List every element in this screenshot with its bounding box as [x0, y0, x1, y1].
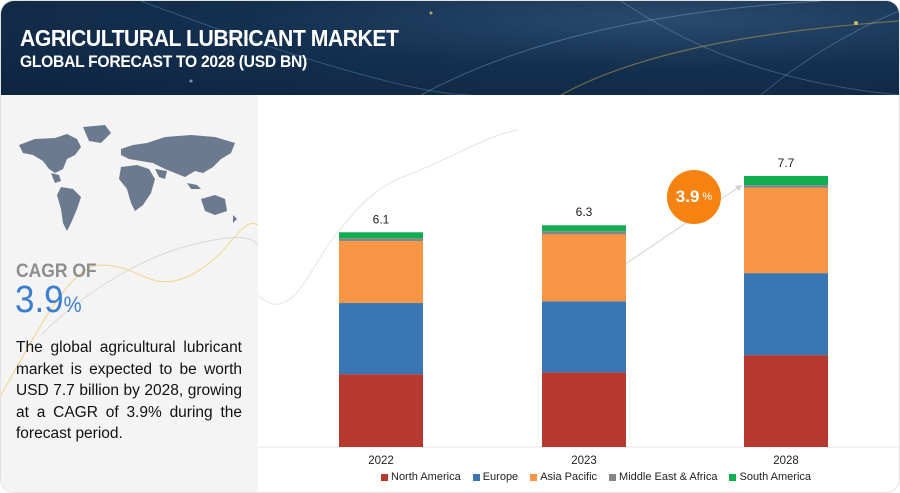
bar-segment-middle-east-and-africa-2023 — [542, 231, 626, 235]
legend-item-north-america: North America — [381, 471, 461, 483]
legend-swatch — [609, 473, 617, 481]
legend-item-south-america: South America — [729, 471, 811, 483]
decorative-curves — [1, 222, 258, 396]
legend-swatch — [381, 473, 388, 481]
bar-segment-europe-2022 — [339, 303, 423, 375]
summary-panel: CAGR OF 3.9% The global agricultural lub… — [1, 95, 258, 492]
decorative-curve — [258, 129, 519, 305]
legend-label: Middle East & Africa — [619, 471, 718, 483]
badge-value: 3.9 — [675, 187, 700, 206]
legend-label: North America — [391, 471, 461, 483]
growth-arrow-head — [735, 185, 742, 191]
legend-label: South America — [739, 471, 812, 483]
legend-label: Europe — [482, 471, 519, 483]
growth-arrow-line — [620, 184, 743, 268]
bar-segment-middle-east-and-africa-2028 — [744, 185, 828, 188]
bar-segment-north-america-2028 — [744, 355, 828, 447]
cagr-number: 3.9 — [15, 279, 64, 321]
legend-swatch — [530, 473, 538, 481]
bar-segment-asia-pacific-2028 — [744, 187, 828, 274]
market-description: The global agricultural lubricant market… — [16, 339, 242, 442]
legend-item-europe: Europe — [472, 471, 519, 483]
bar-segment-middle-east-and-africa-2022 — [339, 238, 423, 242]
chart-legend: North America Europe Asia Pacific Middle Ea… — [381, 471, 811, 483]
stacked-bar-chart: 6.1 2022 6.3 2023 7.7 2028 — [258, 129, 899, 467]
bar-segment-south-america-2023 — [542, 225, 626, 232]
cagr-badge: 3.9% — [667, 170, 721, 224]
chart-area: 6.1 2022 6.3 2023 7.7 2028 — [258, 95, 899, 492]
world-map-icon — [19, 125, 237, 231]
page-title: AGRICULTURAL LUBRICANT MARKET — [20, 25, 399, 51]
bar-segment-south-america-2022 — [339, 232, 423, 239]
legend-swatch — [729, 473, 737, 481]
x-tick-label-2022: 2022 — [368, 455, 394, 467]
header-banner: AGRICULTURAL LUBRICANT MARKET GLOBAL FOR… — [1, 1, 899, 95]
decorative-light-streaks — [140, 1, 899, 95]
legend-item-middle-east-and-africa: Middle East & Africa — [609, 471, 717, 483]
bar-segment-north-america-2023 — [542, 372, 626, 447]
bar-segment-south-america-2028 — [744, 175, 828, 186]
bar-segment-europe-2023 — [542, 301, 626, 373]
bar-segment-asia-pacific-2023 — [542, 234, 626, 302]
x-tick-label-2023: 2023 — [571, 455, 597, 467]
bar-segment-europe-2028 — [744, 273, 828, 356]
total-label-2023: 6.3 — [576, 205, 593, 219]
total-label-2028: 7.7 — [778, 156, 795, 170]
badge-unit: % — [702, 191, 713, 203]
bar-segment-asia-pacific-2022 — [339, 241, 423, 304]
cagr-value: 3.9% — [15, 279, 82, 322]
x-tick-label-2028: 2028 — [773, 455, 799, 467]
bars-group: 6.1 2022 6.3 2023 7.7 2028 — [339, 156, 828, 467]
legend-swatch — [472, 473, 480, 481]
total-label-2022: 6.1 — [373, 212, 390, 226]
cagr-label: CAGR OF — [16, 261, 97, 282]
legend-label: Asia Pacific — [540, 471, 598, 483]
page-subtitle: GLOBAL FORECAST TO 2028 (USD BN) — [20, 52, 307, 71]
bar-segment-north-america-2022 — [339, 374, 423, 447]
legend-item-asia-pacific: Asia Pacific — [530, 471, 597, 483]
cagr-unit: % — [63, 292, 82, 317]
